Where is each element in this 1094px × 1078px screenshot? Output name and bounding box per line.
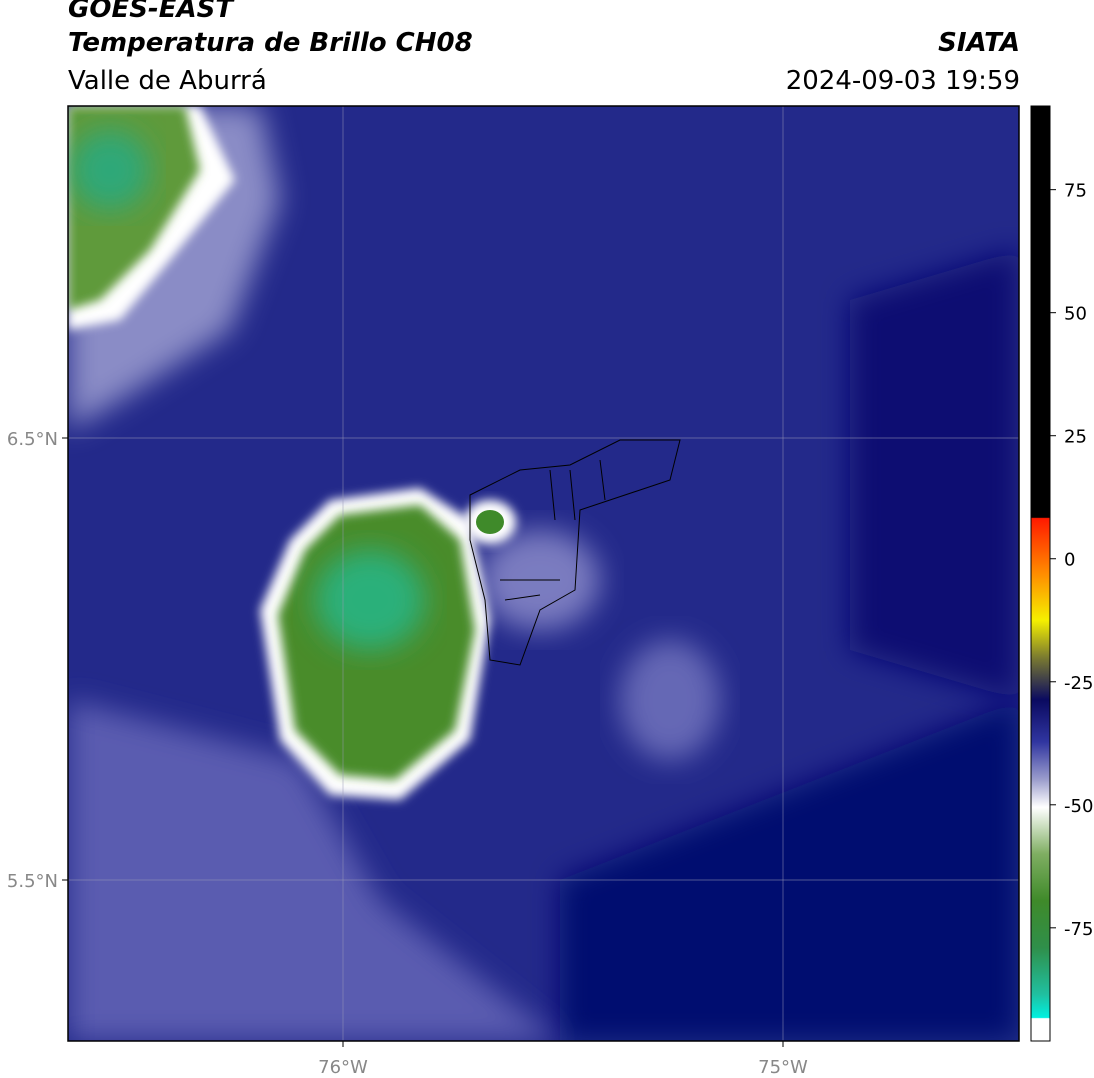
region-label: Valle de Aburrá	[68, 66, 267, 96]
lon-label: 76°W	[318, 1057, 368, 1078]
colorbar	[1030, 105, 1051, 1042]
lat-label: 6.5°N	[7, 429, 58, 450]
colorbar-tick-label: -50	[1064, 796, 1093, 817]
lat-label: 5.5°N	[7, 871, 58, 892]
satellite-title: GOES-EAST	[68, 0, 234, 24]
satellite-image	[68, 106, 1019, 1041]
colorbar-tick-label: -75	[1064, 919, 1093, 940]
colorbar-tick-label: 0	[1064, 550, 1075, 571]
colorbar-tick-label: 75	[1064, 181, 1087, 202]
colorbar-tick-label: -25	[1064, 673, 1093, 694]
colorbar-tick-label: 25	[1064, 427, 1087, 448]
datetime-label: 2024-09-03 19:59	[785, 66, 1020, 96]
agency-label: SIATA	[938, 28, 1020, 58]
map-frame	[67, 105, 1020, 1042]
colorbar-tick-label: 50	[1064, 304, 1087, 325]
product-title: Temperatura de Brillo CH08	[68, 28, 473, 58]
lon-label: 75°W	[758, 1057, 808, 1078]
